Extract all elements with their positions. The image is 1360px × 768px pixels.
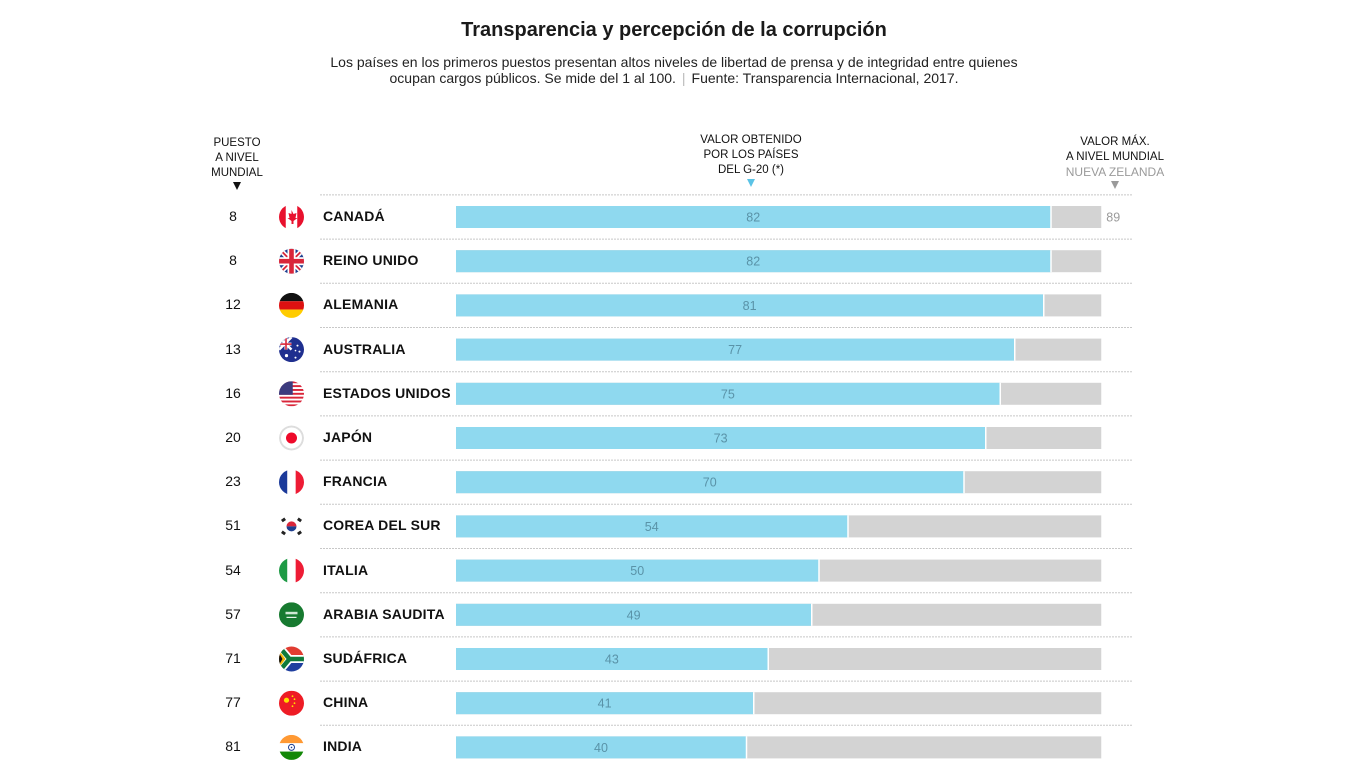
max-value-column-header: VALOR MÁX. A NIVEL MUNDIAL NUEVA ZELANDA xyxy=(1050,135,1180,189)
rank-header-line-3: MUNDIAL xyxy=(211,167,263,179)
value-bar xyxy=(456,648,768,670)
country-name: REINO UNIDO xyxy=(323,252,419,269)
max-header-country: NUEVA ZELANDA xyxy=(1065,165,1165,179)
value-bar xyxy=(456,692,754,715)
uk-flag-icon xyxy=(279,248,304,274)
value-label: 54 xyxy=(645,520,659,534)
max-header-line-1: VALOR MÁX. xyxy=(1080,136,1150,148)
india-flag-icon xyxy=(279,734,304,760)
subtitle-line-1: Los países en los primeros puestos prese… xyxy=(330,54,1018,70)
rank-label: 8 xyxy=(229,208,237,224)
japan-flag-icon xyxy=(279,425,304,451)
country-name: AUSTRALIA xyxy=(323,340,406,357)
subtitle-text: ocupan cargos públicos. Se mide del 1 al… xyxy=(389,70,676,86)
triangle-down-icon xyxy=(747,179,755,187)
value-bar xyxy=(456,294,1044,317)
country-name: SUDÁFRICA xyxy=(323,650,408,666)
value-bar xyxy=(456,515,848,538)
value-label: 82 xyxy=(746,255,760,269)
value-label: 77 xyxy=(728,343,742,357)
g20-header-line-1: VALOR OBTENIDO xyxy=(700,134,802,146)
triangle-down-icon xyxy=(1111,181,1119,189)
country-name: CHINA xyxy=(323,694,369,711)
rank-label: 16 xyxy=(225,384,241,401)
value-label: 75 xyxy=(721,387,735,401)
value-bar xyxy=(456,206,1051,228)
country-name: ITALIA xyxy=(323,561,369,578)
g20-header-line-3: DEL G-20 (*) xyxy=(717,164,785,176)
rank-label: 51 xyxy=(225,517,241,534)
country-name: JAPÓN xyxy=(323,429,373,445)
rank-label: 54 xyxy=(225,561,241,578)
country-name: CANADÁ xyxy=(323,208,385,224)
triangle-down-icon xyxy=(233,182,241,190)
france-flag-icon xyxy=(279,469,304,495)
canada-flag-icon xyxy=(279,204,304,230)
usa-flag-icon xyxy=(279,381,304,407)
value-label: 82 xyxy=(746,211,760,225)
country-name: INDIA xyxy=(323,738,363,755)
rank-header-line-2: A NIVEL xyxy=(215,152,259,164)
value-label: 41 xyxy=(598,697,612,711)
max-value-label: 89 xyxy=(1106,211,1120,225)
rank-label: 12 xyxy=(225,296,241,313)
value-bar xyxy=(456,382,1000,405)
rank-label: 20 xyxy=(225,429,241,445)
value-bar xyxy=(456,471,964,494)
country-name: ESTADOS UNIDOS xyxy=(323,384,451,401)
rank-label: 81 xyxy=(225,738,241,755)
value-label: 73 xyxy=(714,432,728,446)
value-label: 50 xyxy=(630,564,644,578)
australia-flag-icon xyxy=(279,337,304,363)
country-name: ARABIA SAUDITA xyxy=(323,605,445,622)
value-bar xyxy=(456,559,819,582)
source-text: Fuente: Transparencia Internacional, 201… xyxy=(691,70,959,86)
south-korea-flag-icon xyxy=(279,513,304,539)
value-label: 81 xyxy=(743,299,757,313)
value-label: 40 xyxy=(594,741,608,755)
country-name: FRANCIA xyxy=(323,473,388,490)
value-bar xyxy=(456,338,1015,361)
chart-subtitle: Los países en los primeros puestos prese… xyxy=(0,54,1348,86)
rank-label: 57 xyxy=(225,605,241,622)
rank-header-line-1: PUESTO xyxy=(213,137,261,149)
rank-label: 8 xyxy=(229,252,237,269)
germany-flag-icon xyxy=(279,292,304,318)
saudi-arabia-flag-icon xyxy=(279,602,304,628)
rank-label: 77 xyxy=(225,694,241,711)
value-bar xyxy=(456,603,812,626)
subtitle-line-2: ocupan cargos públicos. Se mide del 1 al… xyxy=(0,70,1348,86)
value-bar xyxy=(456,736,746,759)
china-flag-icon xyxy=(279,690,304,716)
value-label: 43 xyxy=(605,653,619,667)
g20-header-line-2: POR LOS PAÍSES xyxy=(703,149,799,161)
south-africa-flag-icon xyxy=(279,646,304,672)
rank-label: 23 xyxy=(225,473,241,490)
g20-value-column-header: VALOR OBTENIDO POR LOS PAÍSES DEL G-20 (… xyxy=(670,133,832,187)
subtitle-separator: | xyxy=(681,70,686,86)
value-bar xyxy=(456,427,986,449)
country-name: COREA DEL SUR xyxy=(323,517,441,534)
country-name: ALEMANIA xyxy=(323,296,399,313)
max-header-line-2: A NIVEL MUNDIAL xyxy=(1066,151,1164,163)
value-label: 70 xyxy=(703,476,717,490)
rank-column-header: PUESTO A NIVEL MUNDIAL xyxy=(196,136,278,190)
value-bar xyxy=(456,250,1051,273)
rank-label: 13 xyxy=(225,340,241,357)
italy-flag-icon xyxy=(279,558,304,584)
chart-title: Transparencia y percepción de la corrupc… xyxy=(461,19,887,41)
value-label: 49 xyxy=(627,608,641,622)
rank-label: 71 xyxy=(225,650,241,666)
